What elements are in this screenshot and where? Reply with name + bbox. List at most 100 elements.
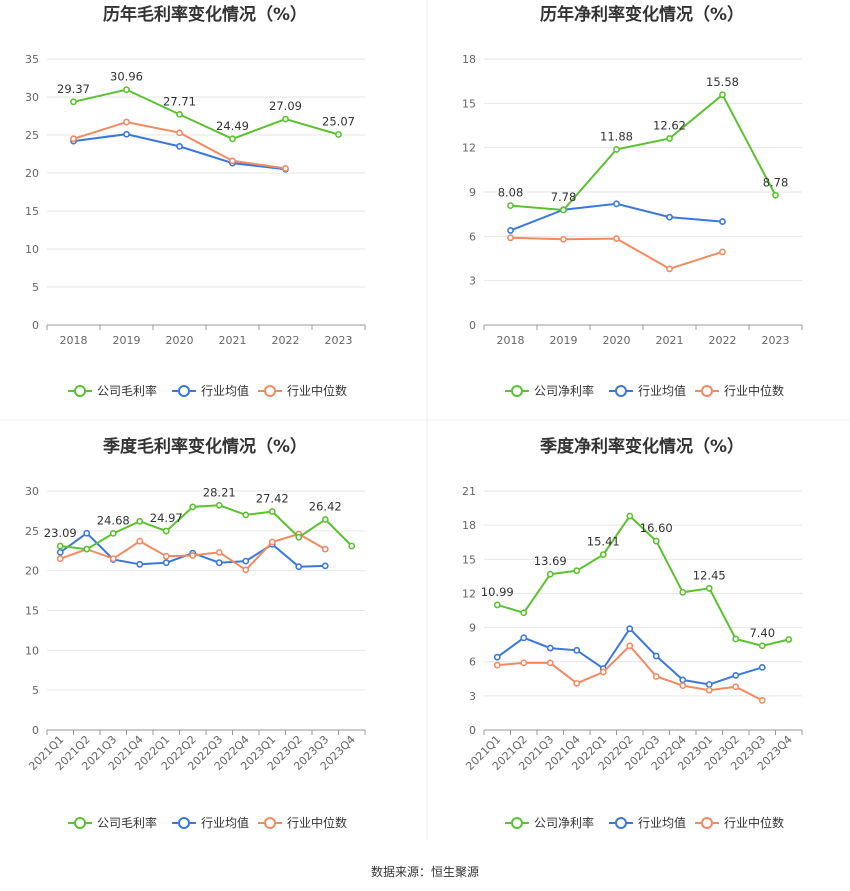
data-point bbox=[613, 235, 620, 242]
series-line bbox=[496, 627, 763, 686]
legend-item[interactable]: 行业均值 bbox=[172, 815, 249, 830]
data-point bbox=[56, 548, 64, 556]
legend-marker-icon bbox=[264, 817, 276, 829]
data-point bbox=[520, 609, 528, 617]
legend-label: 公司净利率 bbox=[534, 383, 594, 398]
data-label: 30.96 bbox=[110, 70, 143, 84]
data-point bbox=[666, 135, 673, 142]
data-point bbox=[546, 644, 554, 652]
x-tick-label: 2020 bbox=[166, 334, 194, 347]
data-point bbox=[599, 551, 607, 559]
y-tick-label: 5 bbox=[32, 684, 39, 697]
legend-marker-icon bbox=[264, 385, 276, 397]
data-label: 11.88 bbox=[600, 129, 633, 143]
legend-item[interactable]: 行业均值 bbox=[609, 815, 686, 830]
data-label: 25.07 bbox=[322, 114, 355, 128]
data-point bbox=[772, 191, 779, 199]
x-tick-label: 2019 bbox=[113, 334, 141, 347]
y-tick-label: 20 bbox=[25, 565, 39, 578]
data-point bbox=[493, 601, 501, 609]
legend-label: 行业均值 bbox=[201, 815, 249, 830]
legend-item[interactable]: 行业均值 bbox=[172, 383, 249, 398]
data-point bbox=[652, 673, 660, 680]
data-point bbox=[493, 653, 501, 661]
data-label: 26.42 bbox=[309, 500, 342, 514]
data-point bbox=[705, 686, 713, 694]
data-point bbox=[215, 559, 223, 567]
y-tick-label: 10 bbox=[25, 644, 39, 657]
data-point bbox=[123, 130, 130, 138]
legend-label: 行业均值 bbox=[201, 383, 249, 398]
data-point bbox=[136, 560, 144, 568]
legend-item[interactable]: 行业中位数 bbox=[258, 383, 347, 398]
data-point bbox=[268, 508, 276, 515]
y-tick-label: 30 bbox=[25, 485, 39, 498]
data-point bbox=[295, 563, 303, 571]
y-tick-label: 25 bbox=[25, 525, 39, 538]
data-label: 27.09 bbox=[269, 99, 302, 113]
y-tick-label: 9 bbox=[469, 622, 476, 635]
data-point bbox=[652, 537, 660, 545]
data-label: 15.41 bbox=[587, 535, 620, 549]
legend-item[interactable]: 公司毛利率 bbox=[68, 383, 157, 398]
data-label: 16.60 bbox=[640, 521, 673, 535]
legend-marker-icon bbox=[511, 385, 523, 397]
data-point bbox=[242, 566, 250, 574]
legend-item[interactable]: 公司毛利率 bbox=[68, 815, 157, 830]
x-tick-label: 2021 bbox=[656, 334, 684, 347]
data-point bbox=[666, 265, 673, 273]
y-tick-label: 0 bbox=[32, 319, 39, 332]
y-tick-label: 15 bbox=[25, 605, 39, 618]
legend-item[interactable]: 行业中位数 bbox=[258, 815, 347, 830]
legend-item[interactable]: 行业均值 bbox=[609, 383, 686, 398]
y-tick-label: 0 bbox=[32, 724, 39, 737]
data-point bbox=[613, 200, 620, 208]
legend-marker-icon bbox=[615, 817, 627, 829]
legend-item[interactable]: 行业中位数 bbox=[695, 815, 784, 830]
series-line bbox=[60, 504, 353, 551]
data-point bbox=[136, 537, 144, 545]
data-label: 10.99 bbox=[481, 585, 514, 599]
chart-quarterly-gross-margin: 季度毛利率变化情况（%）0510152025302021Q12021Q22021… bbox=[25, 436, 366, 830]
legend-marker-icon bbox=[701, 385, 713, 397]
legend-item[interactable]: 公司净利率 bbox=[505, 815, 594, 830]
legend-marker-icon bbox=[74, 817, 86, 829]
x-tick-label: 2023 bbox=[325, 334, 353, 347]
y-tick-label: 20 bbox=[25, 167, 39, 180]
chart-title: 历年净利率变化情况（%） bbox=[540, 4, 744, 25]
data-point bbox=[520, 659, 528, 667]
data-point bbox=[560, 235, 567, 243]
y-tick-label: 6 bbox=[469, 656, 476, 669]
data-point bbox=[83, 529, 91, 537]
y-tick-label: 25 bbox=[25, 129, 39, 142]
data-point bbox=[295, 533, 303, 541]
data-label: 24.49 bbox=[216, 119, 249, 133]
data-point bbox=[229, 157, 236, 165]
y-tick-label: 15 bbox=[462, 97, 476, 110]
legend-label: 公司净利率 bbox=[534, 815, 594, 830]
data-point bbox=[282, 115, 289, 123]
legend-item[interactable]: 行业中位数 bbox=[695, 383, 784, 398]
data-point bbox=[719, 218, 726, 225]
data-label: 13.69 bbox=[534, 554, 567, 568]
data-point bbox=[70, 98, 77, 106]
data-label: 8.78 bbox=[763, 175, 789, 189]
x-tick-label: 2018 bbox=[60, 334, 88, 347]
data-point bbox=[215, 501, 223, 509]
legend-item[interactable]: 公司净利率 bbox=[505, 383, 594, 398]
data-point bbox=[626, 625, 634, 633]
data-point bbox=[626, 642, 634, 650]
data-point bbox=[268, 538, 276, 546]
y-tick-label: 5 bbox=[32, 281, 39, 294]
data-label: 7.40 bbox=[749, 626, 775, 640]
data-label: 24.68 bbox=[97, 513, 130, 527]
data-point bbox=[229, 135, 236, 143]
data-point bbox=[109, 529, 117, 537]
legend-marker-icon bbox=[701, 817, 713, 829]
data-point bbox=[242, 511, 250, 519]
y-tick-label: 35 bbox=[25, 53, 39, 66]
x-tick-label: 2021 bbox=[219, 334, 247, 347]
y-tick-label: 21 bbox=[462, 485, 476, 498]
data-point bbox=[56, 555, 64, 563]
